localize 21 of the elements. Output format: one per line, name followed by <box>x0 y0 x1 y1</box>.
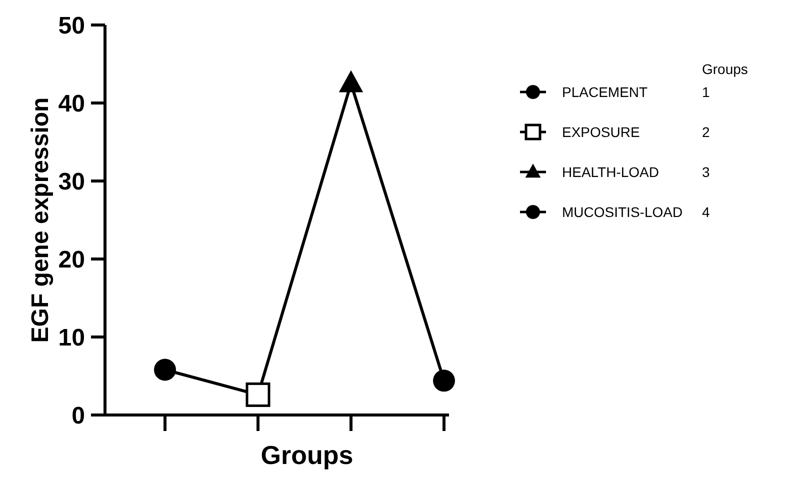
y-tick-label: 10 <box>58 324 85 352</box>
y-tick-label: 0 <box>72 402 85 430</box>
y-tick-label: 40 <box>58 90 85 118</box>
y-axis-title: EGF gene expression <box>27 97 54 343</box>
legend-title: Groups <box>702 61 748 77</box>
legend-label: PLACEMENT <box>562 84 648 100</box>
text: 1 <box>702 84 710 100</box>
point <box>338 70 364 92</box>
y-tick-label: 30 <box>58 168 85 196</box>
point <box>246 382 270 407</box>
y-tick-label: 20 <box>58 246 85 274</box>
point <box>433 370 455 392</box>
text: 2 <box>702 124 710 140</box>
legend-label: MUCOSITIS-LOAD <box>562 204 683 220</box>
text: 4 <box>702 204 710 220</box>
y-tick-label: 50 <box>58 12 85 40</box>
x-axis-title: Groups <box>260 440 354 470</box>
text: 3 <box>702 164 710 180</box>
legend-label: HEALTH-LOAD <box>562 164 659 180</box>
point <box>154 358 176 381</box>
legend-label: EXPOSURE <box>562 124 640 140</box>
